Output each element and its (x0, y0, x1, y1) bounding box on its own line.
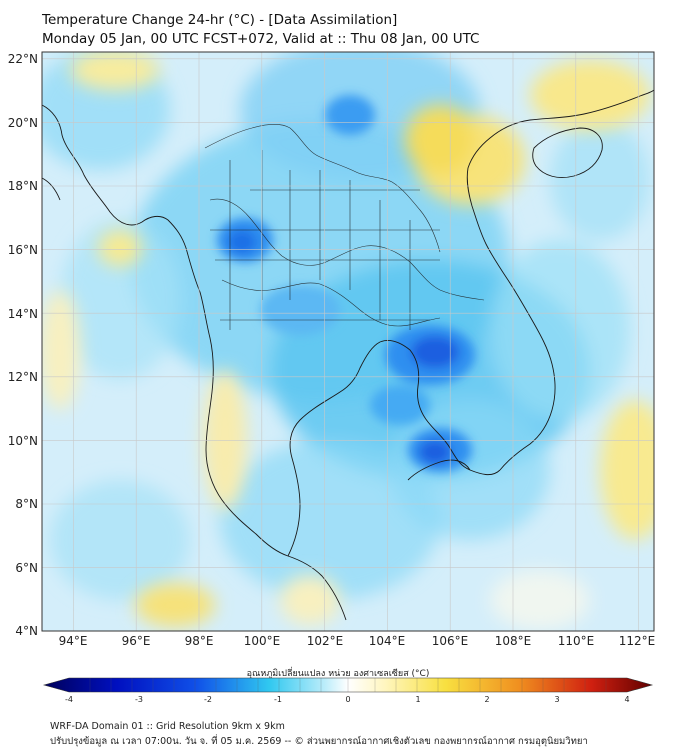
graticule (42, 52, 654, 631)
colorbar-tick: -2 (204, 695, 212, 704)
colorbar-tick: -1 (274, 695, 282, 704)
colorbar-tick: -4 (65, 695, 73, 704)
lon-label: 96°E (122, 634, 151, 648)
lat-label: 8°N (15, 497, 38, 511)
colorbar-tick: 4 (624, 695, 629, 704)
lat-label: 18°N (8, 179, 38, 193)
colorbar-ticks: -4 -3 -2 -1 0 1 2 3 4 (65, 695, 630, 704)
map-frame (41, 51, 655, 632)
longitude-labels: 94°E 96°E 98°E 100°E 102°E 104°E 106°E 1… (59, 634, 656, 648)
lat-label: 14°N (8, 307, 38, 321)
temperature-field (42, 52, 654, 631)
colorbar-tick: -3 (135, 695, 143, 704)
model-info: WRF-DA Domain 01 :: Grid Resolution 9km … (50, 721, 285, 732)
lon-label: 112°E (619, 634, 656, 648)
map-title: Temperature Change 24-hr (°C) - [Data As… (42, 12, 398, 28)
colorbar-title: อุณหภูมิเปลี่ยนแปลง หน่วย องศาเซลเซียส (… (246, 669, 430, 679)
lat-label: 22°N (8, 52, 38, 66)
colorbar-tick: 3 (554, 695, 559, 704)
lon-label: 104°E (369, 634, 406, 648)
lat-label: 12°N (8, 370, 38, 384)
lat-label: 20°N (8, 116, 38, 130)
lon-label: 108°E (495, 634, 532, 648)
colorbar-segments (89, 678, 607, 692)
lat-label: 10°N (8, 434, 38, 448)
latitude-labels: 22°N 20°N 18°N 16°N 14°N 12°N 10°N 8°N 6… (8, 52, 38, 638)
lon-label: 110°E (558, 634, 595, 648)
lat-label: 16°N (8, 243, 38, 257)
lon-label: 102°E (307, 634, 344, 648)
lat-label: 4°N (15, 624, 38, 638)
lon-label: 98°E (185, 634, 214, 648)
lon-label: 100°E (244, 634, 281, 648)
colorbar-tick: 2 (484, 695, 489, 704)
update-credit: ปรับปรุงข้อมูล ณ เวลา 07:00น. วัน จ. ที่… (50, 736, 588, 747)
lon-label: 106°E (432, 634, 469, 648)
colorbar-tick: 0 (345, 695, 350, 704)
colorbar: -4 -3 -2 -1 0 1 2 3 4 (42, 677, 654, 704)
map-subtitle: Monday 05 Jan, 00 UTC FCST+072, Valid at… (42, 31, 480, 47)
lon-label: 94°E (59, 634, 88, 648)
lat-label: 6°N (15, 561, 38, 575)
colorbar-tick: 1 (415, 695, 420, 704)
